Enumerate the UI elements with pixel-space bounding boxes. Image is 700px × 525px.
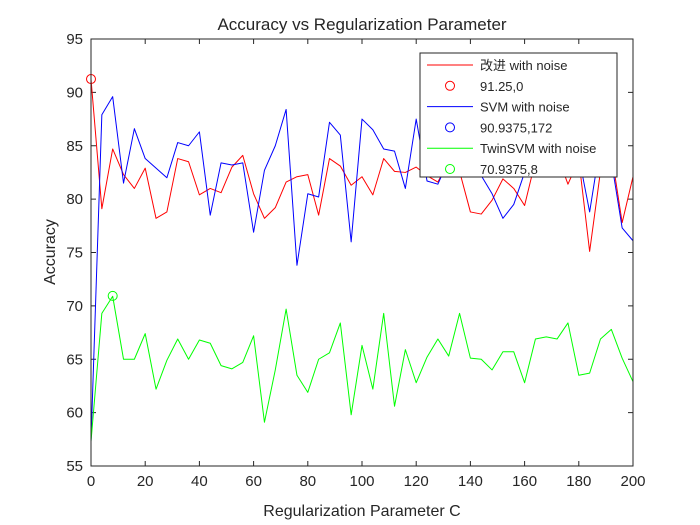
legend-label: SVM with noise <box>480 100 570 115</box>
x-tick-label: 160 <box>512 473 537 490</box>
chart-title: Accuracy vs Regularization Parameter <box>217 15 506 34</box>
legend-label: 90.9375,172 <box>480 120 552 135</box>
x-tick-label: 180 <box>566 473 591 490</box>
legend-items: 改进 with noise 91.25,0 SVM with noise 90.93… <box>427 58 596 177</box>
x-tick-label: 80 <box>299 473 316 490</box>
max-marker-2 <box>107 290 118 301</box>
y-tick-label: 95 <box>66 31 83 48</box>
x-tick-label: 0 <box>87 473 95 490</box>
x-axis-label: Regularization Parameter C <box>263 503 460 520</box>
y-tick-label: 65 <box>66 351 83 368</box>
x-tick-label: 200 <box>620 473 645 490</box>
y-tick-label: 85 <box>66 138 83 155</box>
y-tick-label: 80 <box>66 191 83 208</box>
legend-marker-swatch <box>445 164 455 174</box>
legend-marker-swatch <box>445 122 455 133</box>
legend-marker-swatch <box>445 80 455 91</box>
x-tick-label: 20 <box>137 473 154 490</box>
legend-label: 改进 with noise <box>480 58 567 73</box>
plot-frame <box>90 38 634 467</box>
x-tick-label: 60 <box>245 473 262 490</box>
y-tick-label: 75 <box>66 245 83 262</box>
y-tick-label: 60 <box>66 405 83 422</box>
x-tick-label: 40 <box>191 473 208 490</box>
legend-box <box>419 52 618 178</box>
y-tick-label: 90 <box>66 84 83 101</box>
y-tick-label: 70 <box>66 298 83 315</box>
x-axis-ticks: 0 20 40 60 80 100 120 140 160 180 200 <box>87 39 646 490</box>
x-tick-label: 140 <box>458 473 483 490</box>
legend-label: 70.9375,8 <box>480 162 538 177</box>
y-tick-label: 55 <box>66 458 83 475</box>
legend-label: 91.25,0 <box>480 79 523 94</box>
x-tick-label: 100 <box>349 473 374 490</box>
legend-label: TwinSVM with noise <box>480 141 596 156</box>
series-line-2 <box>90 295 634 442</box>
y-axis-label: Accuracy <box>42 219 59 285</box>
x-tick-label: 120 <box>404 473 429 490</box>
legend: 改进 with noise 91.25,0 SVM with noise 90.93… <box>419 52 618 178</box>
